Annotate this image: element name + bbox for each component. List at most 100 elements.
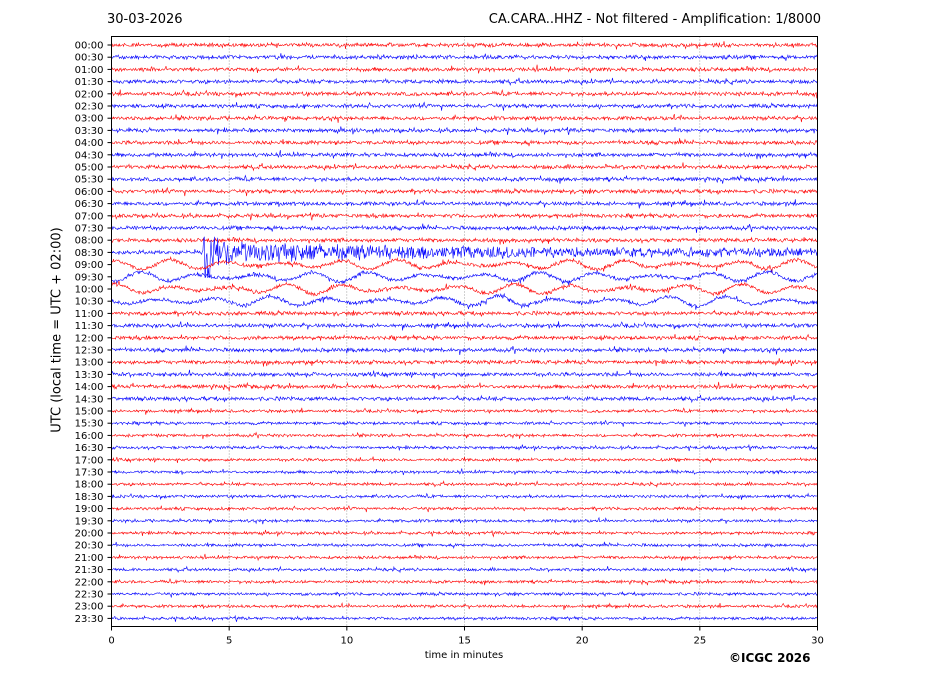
y-tick-label: 08:30 (75, 248, 104, 259)
trace-0600 (111, 186, 818, 197)
y-tick-label: 21:30 (75, 565, 104, 576)
trace-0430 (111, 150, 818, 160)
y-tick-label: 21:00 (75, 553, 104, 564)
x-tick-label: 30 (811, 636, 824, 647)
y-tick-label: 23:30 (75, 614, 104, 625)
y-tick-label: 09:00 (75, 260, 104, 271)
y-tick-label: 14:00 (75, 382, 104, 393)
y-tick-label: 02:30 (75, 102, 104, 113)
grid-lines (228, 36, 701, 627)
trace-1200 (111, 333, 818, 342)
trace-0230 (111, 101, 818, 111)
copyright-label: ©ICGC 2026 (729, 651, 811, 665)
station-title: CA.CARA..HHZ - Not filtered - Amplificat… (488, 12, 821, 27)
seismic-traces (111, 41, 818, 623)
y-tick-label: 12:00 (75, 333, 104, 344)
trace-0100 (111, 64, 818, 74)
trace-0930 (111, 268, 818, 286)
trace-1130 (111, 321, 818, 331)
trace-0330 (111, 126, 818, 136)
y-tick-label: 13:30 (75, 370, 104, 381)
trace-1630 (111, 443, 818, 452)
trace-1330 (111, 369, 818, 379)
trace-2100 (111, 553, 818, 562)
y-tick-label: 19:30 (75, 516, 104, 527)
y-tick-label: 16:00 (75, 431, 104, 442)
trace-1430 (111, 394, 818, 404)
y-tick-label: 03:00 (75, 114, 104, 125)
trace-0730 (111, 223, 818, 233)
y-tick-label: 03:30 (75, 126, 104, 137)
trace-1100 (111, 309, 818, 318)
trace-0000 (111, 41, 818, 50)
y-tick-label: 11:00 (75, 309, 104, 320)
y-tick-label: 06:30 (75, 199, 104, 210)
y-tick-label: 05:30 (75, 175, 104, 186)
trace-0200 (111, 88, 818, 99)
trace-1530 (111, 419, 818, 427)
x-tick-label: 15 (458, 636, 471, 647)
y-tick-label: 12:30 (75, 346, 104, 357)
x-tick-label: 5 (226, 636, 232, 647)
trace-1730 (111, 468, 818, 476)
y-tick-label: 06:00 (75, 187, 104, 198)
trace-0530 (111, 174, 818, 184)
x-tick-label: 20 (576, 636, 589, 647)
trace-1830 (111, 492, 818, 501)
y-tick-label: 17:30 (75, 468, 104, 479)
trace-1400 (111, 381, 818, 392)
trace-2230 (111, 590, 818, 598)
trace-2300 (111, 602, 818, 610)
y-tick-label: 09:30 (75, 272, 104, 283)
y-tick-label: 15:30 (75, 419, 104, 430)
y-tick-label: 20:00 (75, 529, 104, 540)
y-tick-label: 13:00 (75, 358, 104, 369)
trace-0300 (111, 114, 818, 123)
trace-2330 (111, 614, 818, 623)
trace-2030 (111, 541, 818, 550)
trace-1030 (111, 292, 818, 310)
y-tick-label: 18:00 (75, 480, 104, 491)
y-tick-label: 00:00 (75, 41, 104, 52)
y-tick-label: 02:00 (75, 89, 104, 100)
y-tick-label: 05:00 (75, 163, 104, 174)
y-tick-label: 18:30 (75, 492, 104, 503)
trace-1800 (111, 480, 818, 488)
y-tick-label: 22:00 (75, 577, 104, 588)
trace-0130 (111, 77, 818, 86)
y-tick-label: 20:30 (75, 541, 104, 552)
trace-2130 (111, 565, 818, 574)
trace-0400 (111, 138, 818, 147)
date-label: 30-03-2026 (107, 12, 183, 27)
trace-0900 (111, 256, 818, 273)
trace-1600 (111, 431, 818, 440)
trace-1930 (111, 516, 818, 525)
y-tick-label: 04:30 (75, 150, 104, 161)
y-tick-label: 01:00 (75, 65, 104, 76)
y-tick-label: 04:00 (75, 138, 104, 149)
trace-0500 (111, 162, 818, 172)
y-tick-label: 01:30 (75, 77, 104, 88)
y-tick-label: 08:00 (75, 236, 104, 247)
trace-0830 (111, 236, 818, 278)
trace-1700 (111, 456, 818, 464)
trace-1230 (111, 345, 818, 355)
trace-0630 (111, 199, 818, 209)
trace-1300 (111, 358, 818, 367)
y-tick-label: 19:00 (75, 504, 104, 515)
trace-0700 (111, 212, 818, 221)
y-tick-label: 00:30 (75, 53, 104, 64)
y-tick-label: 15:00 (75, 407, 104, 418)
trace-1500 (111, 407, 818, 415)
trace-1900 (111, 505, 818, 513)
y-tick-label: 14:30 (75, 394, 104, 405)
x-tick-label: 10 (340, 636, 353, 647)
y-tick-label: 16:30 (75, 443, 104, 454)
y-tick-label: 23:00 (75, 602, 104, 613)
trace-0030 (111, 53, 818, 62)
y-tick-label: 07:30 (75, 224, 104, 235)
x-tick-label: 0 (108, 636, 114, 647)
x-axis: 0 5 10 15 20 25 30 (108, 626, 824, 647)
